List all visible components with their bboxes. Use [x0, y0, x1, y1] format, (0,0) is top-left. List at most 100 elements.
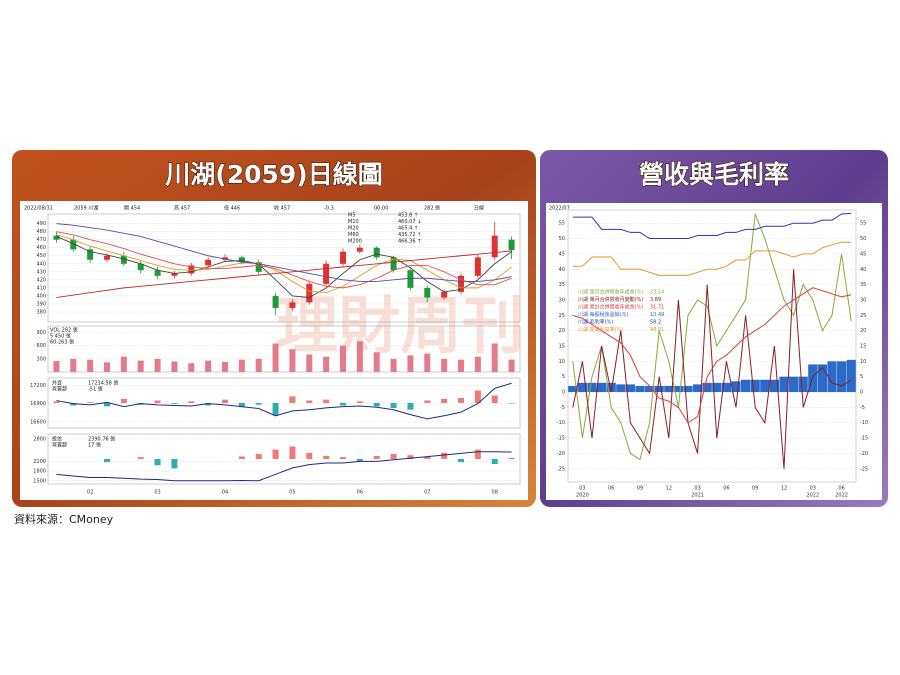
volume-bar — [508, 359, 515, 372]
candle-body — [390, 257, 397, 271]
candle-body — [255, 262, 262, 272]
volume-bar — [255, 358, 262, 372]
volume-bar — [272, 343, 279, 372]
flow-bar — [458, 459, 464, 463]
flow-bar — [188, 401, 195, 403]
flow-bar — [356, 459, 363, 462]
y-tick-label-right: -15 — [860, 436, 868, 442]
x-tick-label: 07 — [424, 490, 430, 496]
panel-label: 2390.76 張 — [88, 437, 115, 443]
y-tick-label: 30 — [559, 297, 565, 303]
bar — [817, 364, 828, 393]
volume-bar — [137, 360, 144, 372]
bar — [750, 379, 760, 393]
y-tick-label: 460 — [36, 245, 46, 251]
bar — [740, 379, 751, 393]
flow-bar — [323, 399, 330, 403]
bar — [587, 382, 597, 393]
legend-name: M5 — [348, 213, 356, 219]
bar — [721, 382, 732, 393]
panel-label: 60 263 張 — [50, 340, 74, 346]
x-year-label: 2020 — [576, 493, 589, 499]
bar — [654, 385, 664, 393]
candle-body — [70, 239, 77, 250]
info-text: 00:00 — [374, 206, 388, 212]
y-tick-label-right: 45 — [860, 251, 866, 257]
flow-bar — [458, 398, 464, 403]
flow-bar — [441, 398, 448, 403]
volume-bar — [188, 363, 195, 372]
volume-bar — [87, 359, 94, 372]
y-tick-label: 45 — [559, 251, 565, 257]
bar — [760, 379, 770, 393]
bar — [788, 376, 799, 393]
volume-bar — [474, 356, 481, 372]
x-year-label: 2022 — [806, 493, 819, 499]
flow-bar — [120, 398, 127, 403]
flow-bar — [424, 400, 431, 403]
bar — [846, 359, 856, 393]
y-tick-label-right: 35 — [860, 282, 866, 288]
x-tick-label: 06 — [723, 486, 729, 492]
y-tick-label: 25 — [559, 313, 565, 319]
flow-bar — [491, 395, 498, 403]
bar — [827, 361, 837, 393]
x-tick-label: 09 — [637, 486, 643, 492]
flow-frame — [47, 433, 521, 485]
volume-bar — [373, 352, 380, 372]
info-text: 2059 川湖 — [74, 205, 98, 212]
bar — [644, 385, 655, 393]
x-tick-label: 12 — [666, 486, 672, 492]
x-tick-label: 06 — [608, 486, 614, 492]
series-line — [572, 213, 852, 461]
x-tick-label: 12 — [781, 486, 787, 492]
bar — [577, 382, 588, 393]
legend-value: 58.2 — [650, 320, 661, 326]
volume-bar — [289, 349, 296, 372]
bar — [625, 384, 636, 393]
y-tick-label-right: 20 — [860, 328, 866, 334]
candle-body — [289, 302, 296, 308]
panel-label: 買賣超 — [52, 442, 67, 449]
panel-label: 外資 — [52, 380, 62, 387]
flow-bar — [306, 400, 313, 403]
y-tick-label: 5 — [562, 374, 565, 380]
candle-body — [53, 235, 60, 240]
y-tick-label: 0 — [562, 390, 565, 396]
volume-bar — [356, 341, 363, 372]
flow-bar — [154, 459, 161, 466]
candle-body — [407, 270, 414, 288]
right-title: 營收與毛利率 — [639, 160, 789, 189]
flow-bar — [255, 454, 262, 459]
flow-bar — [390, 403, 397, 408]
volume-bar — [306, 354, 313, 372]
flow-bar — [323, 455, 330, 459]
legend-value: 435.72 ↑ — [398, 232, 421, 238]
x-tick-label: 05 — [289, 490, 295, 496]
y-tick-label: -25 — [557, 466, 565, 472]
legend-value: 48.81 — [650, 327, 664, 333]
flow-bar — [390, 454, 397, 459]
series-line — [572, 212, 852, 240]
y-tick-label-right: 10 — [860, 359, 866, 365]
y-tick-label: 900 — [36, 330, 46, 336]
flow-bar — [272, 403, 279, 416]
legend-value: 10.49 — [650, 312, 664, 318]
volume-bar — [205, 360, 212, 372]
x-tick-label: 03 — [154, 490, 160, 496]
volume-bar — [53, 361, 60, 372]
candle-body — [205, 259, 212, 266]
flow-bar — [373, 455, 380, 459]
y-tick-label-right: 0 — [860, 390, 863, 396]
y-tick-label: 2100 — [33, 459, 46, 465]
volume-bar — [323, 356, 330, 372]
bar — [692, 384, 703, 393]
y-tick-label-right: 15 — [860, 344, 866, 350]
volume-bar — [441, 358, 448, 372]
y-tick-label-right: 50 — [860, 236, 866, 242]
info-text: 日線 — [474, 205, 484, 212]
info-text: 低 446 — [224, 205, 240, 212]
flow-bar — [424, 456, 431, 459]
flow-bar — [104, 459, 110, 463]
y-tick-label: 380 — [36, 309, 46, 315]
